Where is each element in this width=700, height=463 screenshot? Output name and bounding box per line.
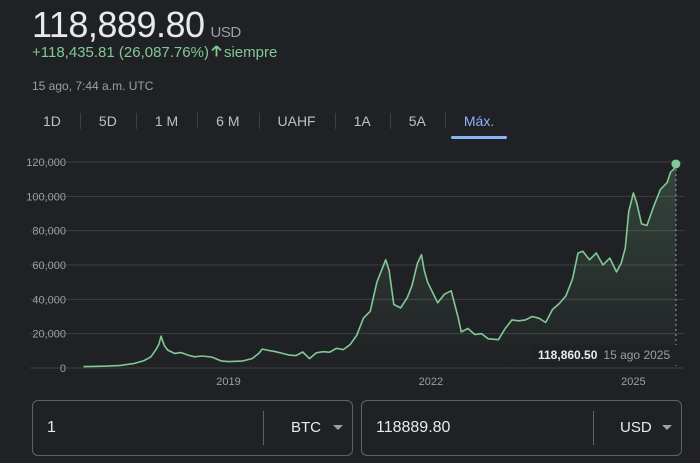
price-value: 118,889.80 — [32, 4, 205, 45]
series-line — [83, 163, 677, 368]
y-tick-label: 0 — [60, 363, 66, 375]
price-change: +118,435.81 (26,087.76%) siempre — [32, 44, 277, 61]
price-display: 118,889.80 USD — [32, 4, 241, 46]
y-tick-label: 60,000 — [32, 260, 66, 272]
x-tick-label: 2025 — [621, 376, 645, 388]
tab-range-4[interactable]: UAHF — [258, 107, 335, 135]
chevron-down-icon — [333, 425, 343, 430]
y-tick-label: 120,000 — [26, 157, 66, 169]
price-currency: USD — [210, 24, 242, 41]
tab-range-5[interactable]: 1A — [334, 107, 390, 135]
x-tick-label: 2022 — [419, 376, 443, 388]
x-tick-label: 2019 — [216, 376, 240, 388]
tab-range-1[interactable]: 5D — [79, 107, 136, 135]
tab-range-6[interactable]: 5A — [389, 107, 445, 135]
converter-divider — [593, 411, 594, 445]
change-period: siempre — [223, 44, 278, 61]
timestamp: 15 ago, 7:44 a.m. UTC — [32, 79, 154, 93]
converter-to: 118889.80 USD — [361, 400, 682, 456]
y-tick-label: 40,000 — [32, 294, 66, 306]
chart-tooltip: 118,860.50 15 ago 2025 — [531, 345, 678, 365]
hover-point — [671, 159, 681, 169]
y-tick-label: 100,000 — [26, 191, 66, 203]
chevron-down-icon — [662, 425, 672, 430]
series-area — [83, 164, 676, 368]
arrow-up-icon — [211, 44, 222, 61]
tab-range-2[interactable]: 1 M — [135, 107, 197, 135]
tooltip-value: 118,860.50 — [538, 348, 598, 362]
from-unit-select[interactable]: BTC — [291, 419, 321, 436]
tab-range-3[interactable]: 6 M — [197, 107, 258, 135]
tab-range-7[interactable]: Máx. — [444, 107, 513, 139]
converter-from: 1 BTC — [32, 400, 353, 456]
from-amount-input[interactable]: 1 — [47, 419, 56, 436]
converter-divider — [263, 411, 264, 445]
to-amount-input[interactable]: 118889.80 — [376, 419, 451, 436]
change-value: +118,435.81 (26,087.76%) — [32, 44, 209, 61]
y-tick-label: 80,000 — [32, 226, 66, 238]
y-tick-label: 20,000 — [32, 329, 66, 341]
tooltip-date: 15 ago 2025 — [603, 348, 671, 362]
tab-range-0[interactable]: 1D — [43, 113, 61, 129]
to-unit-select[interactable]: USD — [620, 419, 652, 436]
